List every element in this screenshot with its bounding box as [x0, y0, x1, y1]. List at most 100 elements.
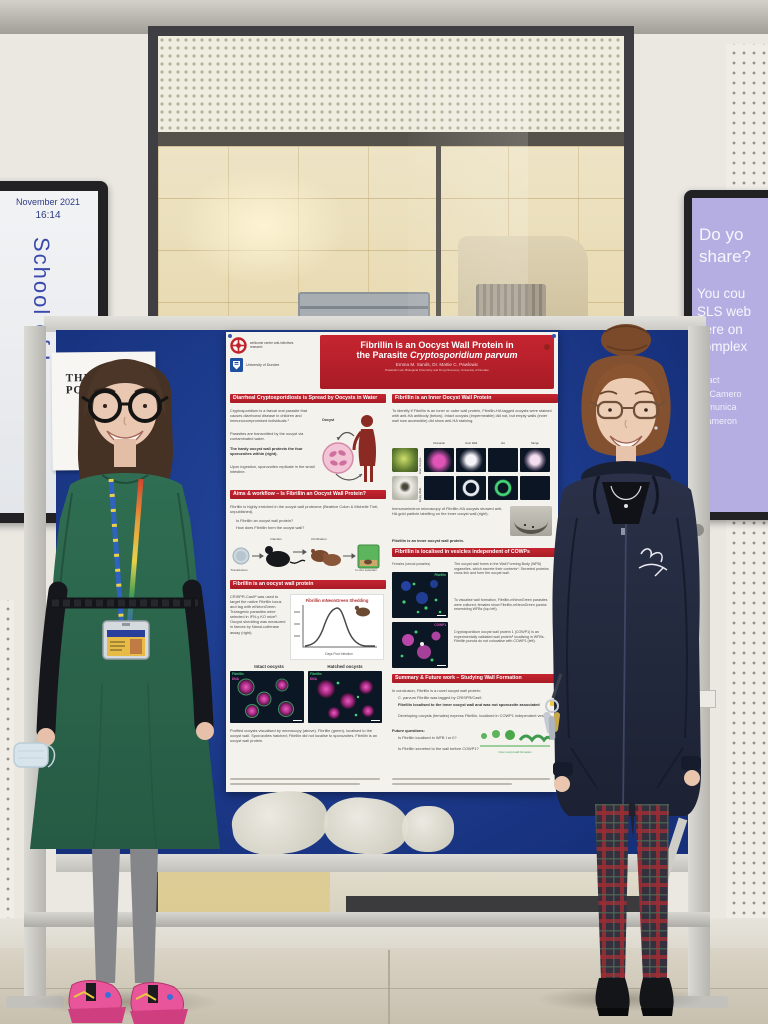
wellcome-logo-text: wellcome centre anti-infectives research [250, 340, 294, 349]
workflow-label-transfection: Transfection [230, 568, 248, 572]
dress-neckline [101, 474, 149, 484]
oocyst-photo-color [392, 448, 418, 472]
panel-tag-green: Fibrillin [310, 672, 322, 676]
s3-paragraph-1: CRISPR-Cas9² was used to target the nati… [230, 594, 286, 635]
references-bar [230, 783, 360, 785]
panel-tag-green: Fibrillin [232, 672, 244, 676]
earring [654, 426, 658, 430]
stand-foot-right [670, 996, 728, 1008]
vesicle-panel-b-image [400, 630, 441, 662]
sticker [550, 700, 556, 706]
boot-right [639, 978, 674, 1016]
workflow-label-purification: Purification [311, 537, 327, 541]
scale-bar [437, 665, 446, 666]
floor-tile-line [0, 988, 768, 989]
grid-col-label: Inner Wall [465, 442, 477, 445]
necklace [610, 485, 642, 501]
dress [30, 473, 220, 849]
nose [624, 419, 628, 429]
legging-left [92, 849, 120, 983]
grid-cell [520, 448, 550, 472]
hand-left [37, 728, 55, 746]
wellcome-logo-icon [230, 337, 247, 354]
s3-caption: Purified oocysts visualised by microscop… [230, 728, 378, 744]
gold-particle [532, 526, 534, 528]
panel-tag: Fibrillin [434, 573, 446, 577]
window-transom-bar [158, 132, 624, 146]
lab-light-glow [178, 166, 348, 286]
vesicle-panel-a-image [401, 580, 442, 614]
panel-title-intact: Intact oocysts [254, 664, 284, 669]
slide-heading-line: share? [699, 247, 751, 267]
floor-tile-line [388, 950, 390, 1024]
id-badge [102, 620, 150, 660]
eye [608, 408, 612, 412]
neck [114, 439, 136, 467]
board-top-rail [44, 316, 706, 332]
grid-cell [456, 448, 486, 472]
hand-right [196, 722, 214, 740]
sneaker-left [68, 980, 126, 1023]
section-header-summary: Summary & Future work – Studying Wall Fo… [392, 674, 558, 683]
eye [644, 408, 648, 412]
university-logo-icon [230, 358, 243, 372]
r3-bullet-3: Developing oocysts (females) express Fib… [398, 713, 552, 718]
oocyst-photo-grey [392, 476, 418, 500]
r3-bullet-2: Fibrillin localised to the inner oocyst … [398, 702, 540, 707]
forearm-right [182, 579, 214, 735]
chart-x-label: Days Post Infection [325, 652, 353, 656]
r2-side-label: Females (sexual parasites) [392, 562, 431, 566]
scale-bar [293, 720, 302, 721]
r3-future-1: Is Fibrillin localised in WFB I or II? [398, 735, 457, 740]
r2-paragraph-3: Cryptosporidium oocyst wall protein 1 (C… [454, 630, 545, 644]
push-pin-red [544, 344, 550, 350]
s1-paragraph-1: Cryptosporidium is a faecal oral parasit… [230, 408, 307, 424]
glasses-icon [81, 389, 169, 423]
grid-col-label: Merge [531, 442, 539, 445]
micrograph-panel-intact: Fibrillin DNA [230, 671, 304, 723]
r1-paragraph-1: To identify if Fibrillin is an inner or … [392, 408, 552, 424]
wall-panel-perforated-left [0, 600, 14, 952]
hoodie-script-logo [638, 548, 668, 577]
r3-future-2: Is Fibrillin secreted to the wall before… [398, 746, 479, 751]
references-bar [392, 783, 512, 785]
trouser-shadow [629, 804, 635, 838]
plastic-bag [402, 806, 454, 852]
section-header-inner-wall: Fibrillin is an Inner Oocyst Wall Protei… [392, 394, 558, 403]
poster-title-line2-prefix: the Parasite [356, 350, 410, 360]
em-image [510, 506, 552, 536]
eye [103, 404, 107, 408]
pocket-lines [570, 747, 684, 789]
r1-paragraph-2: Immunoelectron microscopy of Fibrillin-H… [392, 506, 503, 517]
intact-oocysts-image [237, 678, 294, 718]
bun-strands [604, 325, 650, 352]
vesicle-panel-a: Fibrillin [392, 572, 448, 618]
smile [609, 435, 643, 449]
section-header-vesicles: Fibrillin is localised in vesicles indep… [392, 548, 558, 557]
stand-rail [24, 912, 710, 927]
s1-paragraph-4: Upon ingestion, sporozoites replicate in… [230, 464, 315, 475]
panel-title-hatched: Hatched oocysts [327, 664, 363, 669]
micrograph-panel-hatched: Fibrillin DNA [308, 671, 382, 723]
s2-paragraph-1: Fibrillin is highly enriched in the oocy… [230, 504, 378, 515]
grid-cell [456, 476, 486, 500]
em-wall-band [514, 508, 548, 534]
cuff-right [681, 756, 701, 770]
r1-paragraph-3: Fibrillin is an inner oocyst wall protei… [392, 538, 464, 543]
grid-cell [520, 476, 550, 500]
scale-bar [371, 720, 380, 721]
legging-right [130, 849, 158, 983]
section-header-aims: Aims & workflow – Is Fibrillin an Oocyst… [230, 490, 386, 499]
shedding-chart: Fibrillin mNeonGreen Shedding Days Post … [290, 594, 384, 660]
chart-title: Fibrillin mNeonGreen Shedding [306, 598, 369, 603]
poster-title-banner: Fibrillin is an Oocyst Wall Protein in t… [320, 335, 554, 389]
poster-affiliation: Pawlowic Lab, Biological Chemistry and D… [385, 368, 489, 372]
collar [593, 475, 659, 515]
references-bar [230, 778, 380, 780]
display-date: November 2021 [15, 197, 81, 207]
slide-contact-line: my Camero [695, 388, 742, 399]
floor-shadow-left [30, 988, 220, 1016]
references-bar [392, 778, 550, 780]
hair-fringe [84, 359, 166, 419]
